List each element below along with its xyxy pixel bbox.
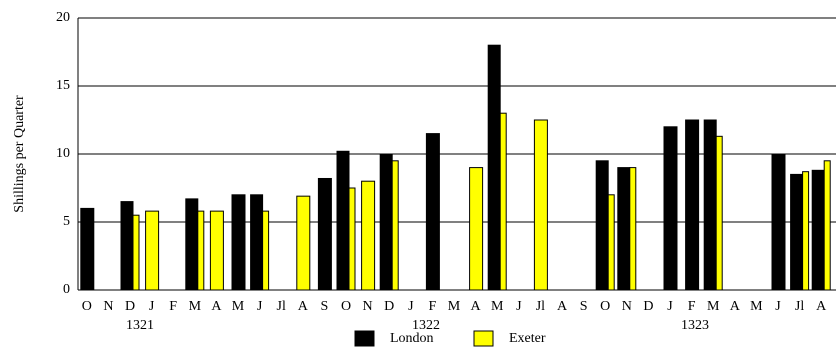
x-tick-label: A <box>471 299 482 314</box>
bar <box>132 214 140 291</box>
bar <box>802 171 810 291</box>
bar <box>336 150 350 291</box>
legend-label: Exeter <box>509 331 546 346</box>
bar <box>823 160 831 291</box>
x-tick-label: S <box>321 299 329 314</box>
bar <box>595 160 609 291</box>
legend-swatch <box>354 330 375 347</box>
year-label: 1323 <box>681 318 709 333</box>
bar <box>790 173 804 291</box>
x-tick-label: J <box>516 299 522 314</box>
x-tick-label: M <box>750 299 763 314</box>
x-tick-label: M <box>448 299 461 314</box>
x-tick-label: D <box>384 299 394 314</box>
legend-label: London <box>390 331 434 346</box>
x-tick-label: A <box>211 299 222 314</box>
bar <box>391 160 399 291</box>
x-tick-label: F <box>169 299 177 314</box>
y-tick-label: 5 <box>63 214 70 229</box>
x-tick-label: A <box>730 299 741 314</box>
x-tick-label: M <box>707 299 720 314</box>
bar <box>663 126 678 291</box>
x-tick-label: M <box>232 299 245 314</box>
bar <box>262 210 270 291</box>
x-tick-label: A <box>557 299 568 314</box>
x-tick-label: F <box>688 299 696 314</box>
legend-swatch <box>473 330 494 347</box>
bar <box>231 194 246 291</box>
x-tick-label: J <box>775 299 781 314</box>
bar <box>348 187 356 291</box>
x-tick-label: M <box>189 299 202 314</box>
year-label: 1322 <box>412 318 440 333</box>
y-tick-label: 15 <box>56 78 70 93</box>
bar <box>425 133 440 291</box>
bar <box>499 112 507 291</box>
bar <box>469 167 484 291</box>
bar <box>296 195 311 291</box>
bar <box>703 119 717 291</box>
x-tick-label: M <box>491 299 504 314</box>
y-tick-label: 0 <box>63 282 70 297</box>
x-tick-label: D <box>643 299 653 314</box>
x-tick-label: J <box>667 299 673 314</box>
x-tick-label: D <box>125 299 135 314</box>
bar <box>685 119 700 291</box>
x-tick-label: N <box>363 299 373 314</box>
bar <box>361 180 376 291</box>
x-tick-label: J <box>257 299 263 314</box>
x-tick-label: O <box>600 299 610 314</box>
x-tick-label: Jl <box>536 299 545 314</box>
bar <box>185 198 199 291</box>
x-tick-label: O <box>341 299 351 314</box>
bar <box>771 153 786 291</box>
bar <box>317 177 332 291</box>
x-tick-label: S <box>580 299 588 314</box>
bar <box>617 167 631 291</box>
bar <box>811 169 825 291</box>
bar <box>607 194 615 291</box>
y-axis-label: Shillings per Quarter <box>12 95 27 213</box>
bar <box>80 207 95 291</box>
x-tick-label: N <box>103 299 113 314</box>
y-tick-label: 10 <box>56 146 70 161</box>
bar <box>629 167 637 291</box>
bar <box>533 119 548 291</box>
year-label: 1321 <box>126 318 154 333</box>
x-tick-label: A <box>298 299 309 314</box>
x-tick-label: A <box>816 299 827 314</box>
x-tick-label: J <box>408 299 414 314</box>
bar <box>145 210 160 291</box>
x-tick-label: O <box>82 299 92 314</box>
bar <box>379 153 393 291</box>
y-tick-label: 20 <box>56 10 70 25</box>
bar <box>250 194 264 291</box>
x-tick-label: J <box>149 299 155 314</box>
bar <box>715 135 723 291</box>
x-tick-label: N <box>622 299 632 314</box>
x-tick-label: Jl <box>795 299 804 314</box>
x-tick-label: Jl <box>277 299 286 314</box>
bar <box>209 210 224 291</box>
bar <box>487 44 501 291</box>
bar <box>120 201 134 291</box>
bar <box>197 210 205 291</box>
x-tick-label: F <box>429 299 437 314</box>
